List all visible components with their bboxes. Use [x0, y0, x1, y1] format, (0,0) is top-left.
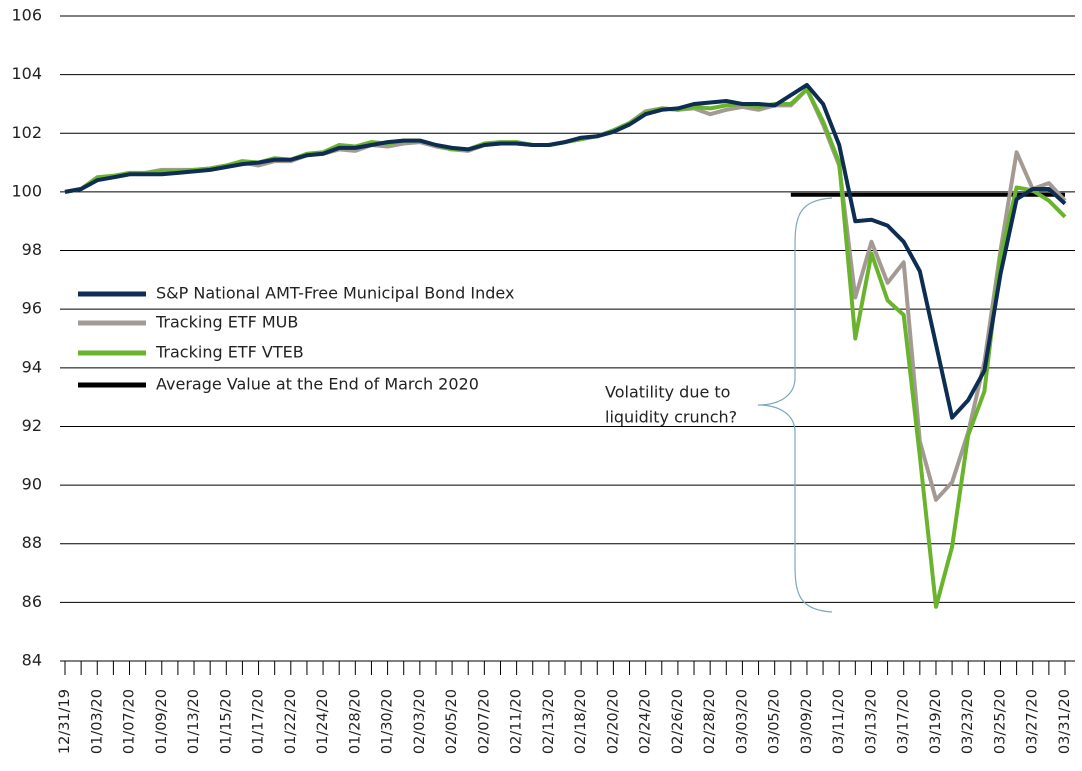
x-tick-label: 01/07/20	[122, 689, 138, 754]
x-tick-label: 02/18/20	[573, 689, 589, 754]
legend-label: Tracking ETF MUB	[155, 313, 298, 332]
y-tick-label: 94	[22, 357, 42, 376]
x-tick-label: 01/09/20	[154, 689, 170, 754]
y-tick-label: 104	[11, 64, 42, 83]
x-tick-label: 03/19/20	[928, 689, 944, 754]
y-tick-label: 106	[11, 6, 42, 25]
x-tick-label: 01/28/20	[347, 689, 363, 754]
x-tick-label: 02/11/20	[509, 689, 525, 754]
x-tick-label: 01/30/20	[380, 689, 396, 754]
y-tick-label: 86	[22, 592, 42, 611]
annotation: Volatility due to	[605, 383, 730, 402]
x-tick-label: 02/05/20	[444, 689, 460, 754]
x-tick-label: 02/03/20	[412, 689, 428, 754]
y-tick-label: 88	[22, 533, 42, 552]
x-tick-label: 03/17/20	[896, 689, 912, 754]
series-line	[64, 82, 1067, 420]
annotation: liquidity crunch?	[605, 408, 737, 427]
x-tick-label: 03/31/20	[1057, 689, 1073, 754]
x-tick-label: 02/13/20	[541, 689, 557, 754]
y-tick-label: 98	[22, 240, 42, 259]
y-tick-label: 102	[11, 123, 42, 142]
x-tick-label: 01/15/20	[218, 689, 234, 754]
x-tick-label: 03/23/20	[960, 689, 976, 754]
x-tick-label: 12/31/19	[57, 689, 73, 754]
y-tick-label: 100	[11, 181, 42, 200]
x-tick-label: 03/05/20	[767, 689, 783, 754]
x-tick-label: 03/27/20	[1025, 689, 1041, 754]
x-tick-label: 03/25/20	[992, 689, 1008, 754]
x-tick-label: 01/22/20	[283, 689, 299, 754]
x-tick-label: 03/09/20	[799, 689, 815, 754]
x-tick-label: 01/24/20	[315, 689, 331, 754]
x-tick-label: 03/11/20	[831, 689, 847, 754]
y-tick-label: 84	[22, 651, 42, 670]
y-tick-label: 90	[22, 475, 42, 494]
y-tick-label: 92	[22, 416, 42, 435]
x-tick-label: 01/13/20	[186, 689, 202, 754]
x-tick-label: 01/03/20	[89, 689, 105, 754]
x-tick-label: 02/26/20	[670, 689, 686, 754]
legend-label: Average Value at the End of March 2020	[156, 375, 479, 394]
x-tick-label: 02/07/20	[476, 689, 492, 754]
x-tick-label: 02/24/20	[638, 689, 654, 754]
x-tick-label: 03/13/20	[863, 689, 879, 754]
y-tick-label: 96	[22, 299, 42, 318]
legend-label: Tracking ETF VTEB	[155, 343, 304, 362]
x-tick-label: 03/03/20	[734, 689, 750, 754]
x-tick-label: 02/20/20	[605, 689, 621, 754]
brace	[757, 197, 833, 613]
legend-label: S&P National AMT-Free Municipal Bond Ind…	[156, 284, 514, 303]
x-tick-label: 02/28/20	[702, 689, 718, 754]
x-tick-label: 01/17/20	[251, 689, 267, 754]
